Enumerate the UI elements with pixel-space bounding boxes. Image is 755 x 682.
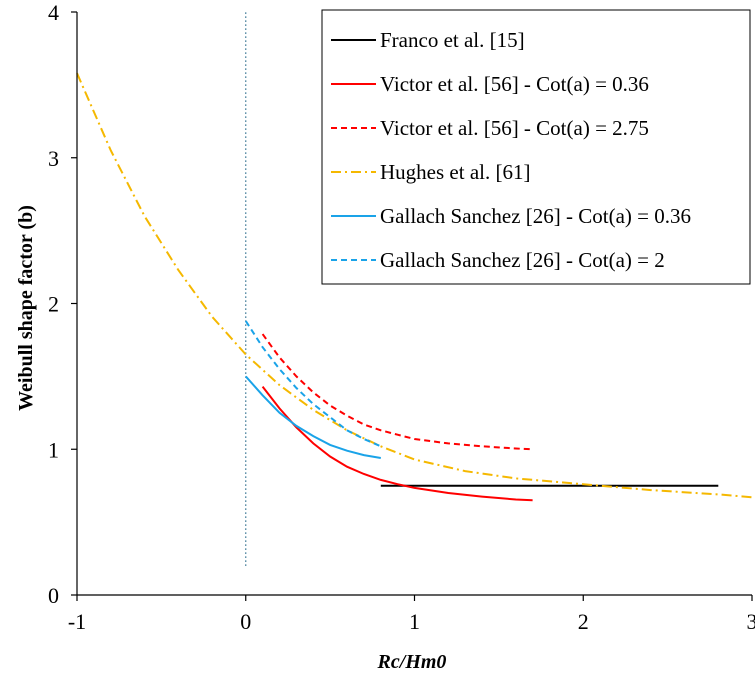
legend-label: Hughes et al. [61] (380, 160, 530, 184)
axes: -1 0 1 2 3 0 1 2 3 4 (48, 0, 755, 634)
y-tick-label: 3 (48, 146, 59, 171)
series-line-victor-et-al-56-cot-a-2-75 (261, 333, 533, 451)
y-tick-label: 1 (48, 437, 59, 462)
y-tick-label: 2 (48, 292, 59, 317)
legend-label: Victor et al. [56] - Cot(a) = 0.36 (380, 72, 649, 96)
series-line-victor-et-al-56-cot-a-0-36 (261, 385, 533, 502)
x-tick-label: 0 (240, 609, 251, 634)
y-tick-label: 4 (48, 0, 59, 25)
legend: Franco et al. [15] Victor et al. [56] - C… (321, 9, 751, 285)
y-tick-label: 0 (48, 583, 59, 608)
legend-label: Gallach Sanchez [26] - Cot(a) = 2 (380, 248, 665, 272)
series-line-gallach-sanchez-26-cot-a-2 (244, 320, 382, 448)
x-tick-label: -1 (68, 609, 86, 634)
legend-label: Gallach Sanchez [26] - Cot(a) = 0.36 (380, 204, 691, 228)
plot-area (76, 12, 753, 566)
x-tick-label: 3 (747, 609, 755, 634)
x-tick-label: 1 (409, 609, 420, 634)
legend-label: Victor et al. [56] - Cot(a) = 2.75 (380, 116, 649, 140)
series-line-hughes-et-al-61 (76, 72, 753, 499)
series-line-gallach-sanchez-26-cot-a-0-36 (245, 375, 381, 459)
y-axis-label: Weibull shape factor (b) (15, 205, 37, 411)
x-tick-label: 2 (578, 609, 589, 634)
legend-label: Franco et al. [15] (380, 28, 525, 52)
legend-box (321, 9, 751, 285)
x-axis-label: Rc/Hm0 (377, 651, 447, 673)
